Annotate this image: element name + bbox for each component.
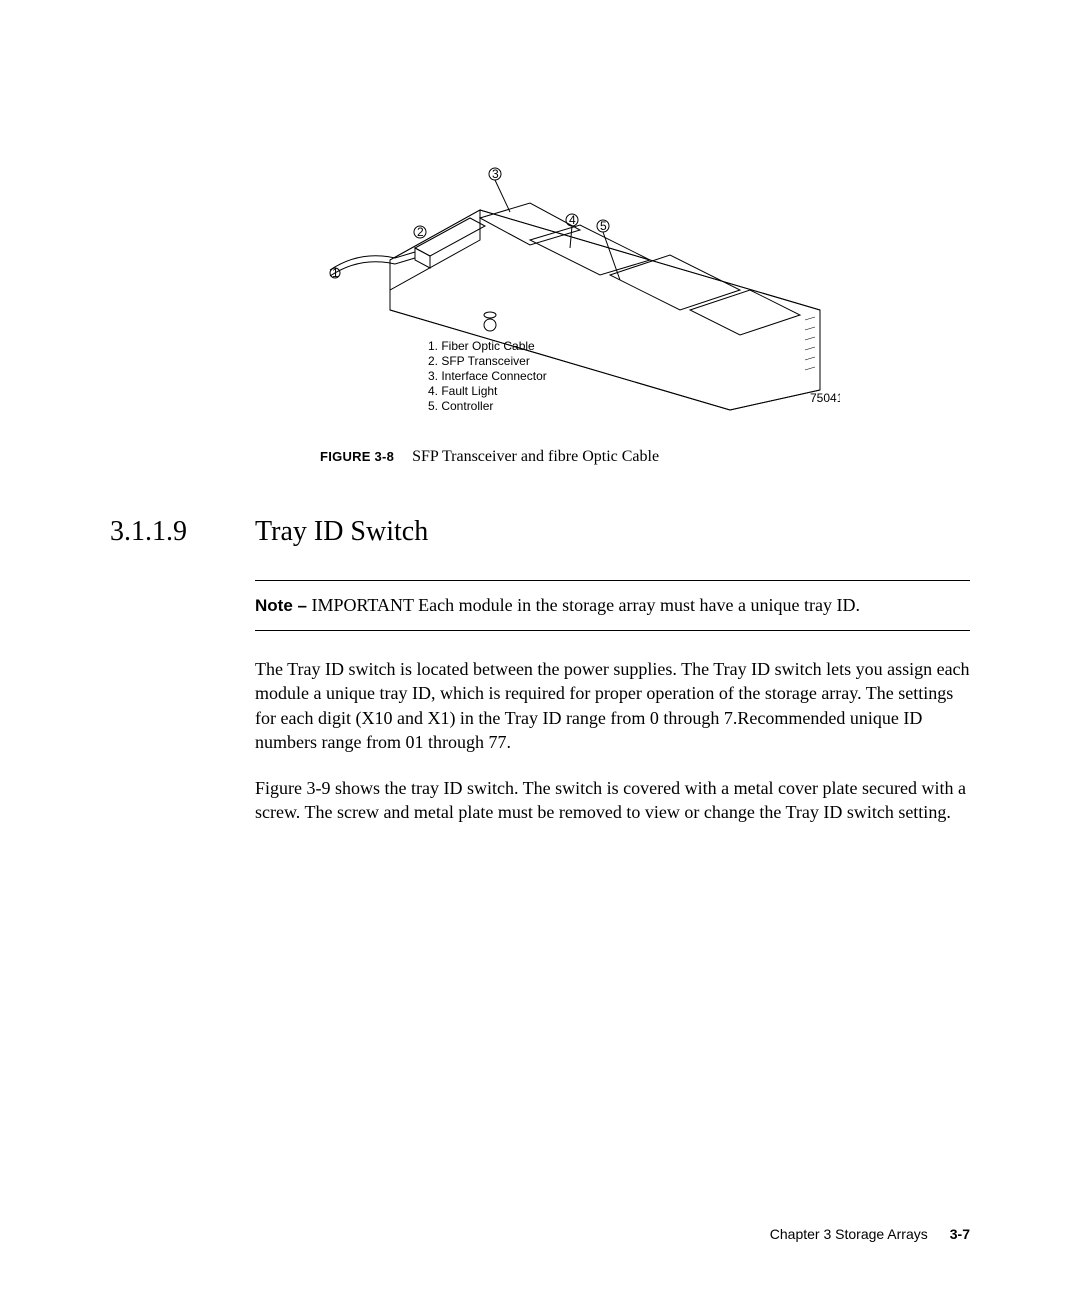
- figure-caption: FIGURE 3-8 SFP Transceiver and fibre Opt…: [320, 448, 970, 466]
- page-footer: Chapter 3 Storage Arrays 3-7: [770, 1226, 970, 1242]
- section-title: Tray ID Switch: [255, 516, 428, 548]
- legend-line: 1. Fiber Optic Cable: [428, 339, 535, 353]
- note-prefix: Note –: [255, 596, 307, 615]
- section-heading: 3.1.1.9 Tray ID Switch: [110, 516, 970, 548]
- note-text: IMPORTANT Each module in the storage arr…: [307, 595, 860, 615]
- note-block: Note – IMPORTANT Each module in the stor…: [255, 580, 970, 631]
- svg-text:2: 2: [417, 225, 424, 239]
- paragraph: Figure 3-9 shows the tray ID switch. The…: [255, 776, 970, 825]
- svg-text:4: 4: [569, 213, 576, 227]
- figure-caption-text: SFP Transceiver and fibre Optic Cable: [412, 448, 659, 465]
- body-column: Note – IMPORTANT Each module in the stor…: [255, 580, 970, 825]
- page-content: 1 2 3 4 5: [0, 0, 1080, 825]
- footer-page-number: 3-7: [950, 1226, 970, 1242]
- svg-text:5: 5: [600, 219, 607, 233]
- footer-chapter: Chapter 3 Storage Arrays: [770, 1226, 928, 1242]
- svg-text:1: 1: [332, 266, 339, 280]
- legend-line: 2. SFP Transceiver: [428, 354, 530, 368]
- legend-line: 5. Controller: [428, 399, 493, 413]
- figure-block: 1 2 3 4 5: [320, 140, 970, 466]
- technical-diagram: 1 2 3 4 5: [320, 140, 840, 420]
- svg-text:3: 3: [492, 167, 499, 181]
- legend-line: 3. Interface Connector: [428, 369, 547, 383]
- section-number: 3.1.1.9: [110, 516, 255, 548]
- legend-line: 4. Fault Light: [428, 384, 498, 398]
- figure-label: FIGURE 3-8: [320, 449, 394, 464]
- paragraph: The Tray ID switch is located between th…: [255, 657, 970, 754]
- figure-small-id: 75041: [810, 391, 840, 405]
